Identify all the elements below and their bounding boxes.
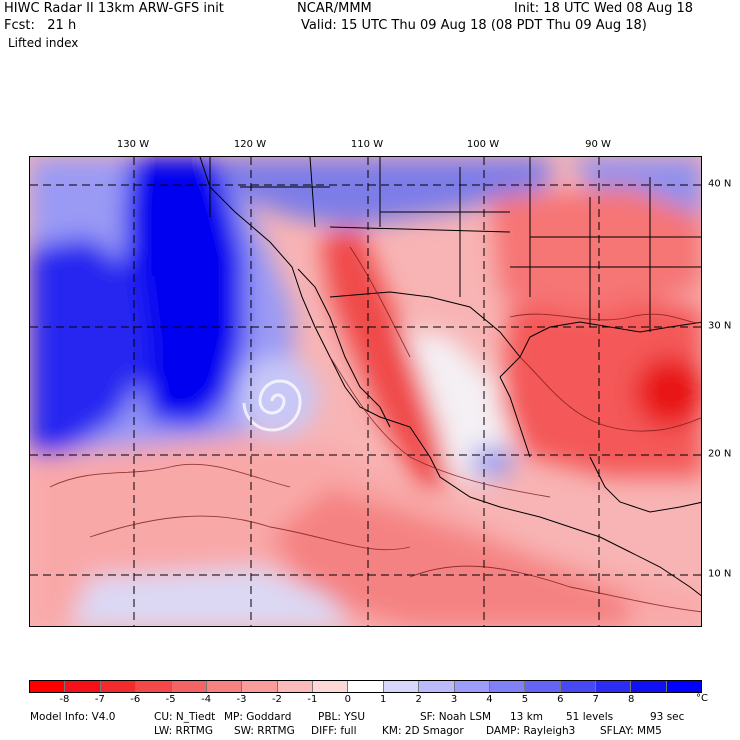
graticule <box>30 157 701 626</box>
colorbar-tick-label: -6 <box>130 694 141 705</box>
lon-label-110w: 110 W <box>350 139 384 150</box>
colorbar-cell <box>631 681 667 692</box>
lon-label-100w: 100 W <box>466 139 500 150</box>
footer-lw: LW: RRTMG <box>154 725 213 737</box>
footer-sflay: SFLAY: MM5 <box>600 725 662 737</box>
contours <box>49 246 701 613</box>
colorbar-cell <box>277 681 313 692</box>
colorbar-unit: °C <box>696 693 708 704</box>
colorbar-tick-label: -5 <box>165 694 176 705</box>
colorbar-cell <box>171 681 207 692</box>
lat-label-20n: 20 N <box>708 448 732 460</box>
footer-resolution: 13 km <box>510 711 544 723</box>
colorbar-cell <box>596 681 632 692</box>
colorbar-cell <box>206 681 243 692</box>
field-blobs <box>30 157 701 626</box>
footer-damp: DAMP: Rayleigh3 <box>486 725 576 737</box>
colorbar-cell <box>383 681 420 692</box>
colorbar-tick-label: -2 <box>271 694 282 705</box>
colorbar-tick-label: 8 <box>627 694 635 705</box>
lon-label-120w: 120 W <box>233 139 267 150</box>
colorbar <box>29 680 702 693</box>
colorbar-tick-label: -3 <box>236 694 247 705</box>
valid-time: Valid: 15 UTC Thu 09 Aug 18 (08 PDT Thu … <box>301 18 647 33</box>
colorbar-cell <box>242 681 278 692</box>
footer-pbl: PBL: YSU <box>318 711 366 723</box>
colorbar-cell <box>100 681 137 692</box>
colorbar-tick-label: 7 <box>592 694 599 705</box>
lifted-index-map <box>29 156 702 627</box>
footer-diff: DIFF: full <box>311 725 357 737</box>
lat-label-10n: 10 N <box>708 568 732 580</box>
cyclone-swirl <box>242 379 302 432</box>
colorbar-cell <box>454 681 490 692</box>
colorbar-cell <box>136 681 172 692</box>
footer-sf: SF: Noah LSM <box>420 711 492 723</box>
footer-timestep: 93 sec <box>650 711 685 723</box>
colorbar-tick-label: 4 <box>486 694 493 705</box>
colorbar-tick-label: -1 <box>307 694 318 705</box>
colorbar-tick-label: -8 <box>59 694 70 705</box>
footer-mp: MP: Goddard <box>224 711 292 723</box>
colorbar-cell <box>489 681 526 692</box>
lon-label-90w: 90 W <box>585 139 611 150</box>
colorbar-tick-label: 1 <box>380 694 387 705</box>
colorbar-cell <box>560 681 596 692</box>
footer-km: KM: 2D Smagor <box>382 725 464 737</box>
colorbar-tick-label: 5 <box>521 694 529 705</box>
colorbar-cell <box>419 681 455 692</box>
lon-label-130w: 130 W <box>116 139 150 150</box>
forecast-hour: Fcst: 21 h <box>4 18 77 33</box>
colorbar-tick-label: 2 <box>415 694 422 705</box>
colorbar-cell <box>313 681 349 692</box>
map-canvas <box>30 157 701 626</box>
colorbar-tick-label: -7 <box>94 694 105 705</box>
colorbar-tick-label: 3 <box>450 694 458 705</box>
lat-label-30n: 30 N <box>708 320 732 332</box>
lat-label-40n: 40 N <box>708 178 732 190</box>
footer-sw: SW: RRTMG <box>234 725 295 737</box>
colorbar-tick-label: 6 <box>557 694 564 705</box>
institution-label: NCAR/MMM <box>297 1 372 16</box>
colorbar-cell <box>348 681 384 692</box>
colorbar-tick-label: 0 <box>344 694 351 705</box>
colorbar-cell <box>30 681 66 692</box>
model-title: HIWC Radar II 13km ARW-GFS init <box>4 1 224 16</box>
footer-model-info: Model Info: V4.0 <box>30 711 116 723</box>
init-time: Init: 18 UTC Wed 08 Aug 18 <box>514 1 694 16</box>
footer-cu: CU: N_Tiedt <box>154 711 216 723</box>
colorbar-cell <box>65 681 101 692</box>
field-name: Lifted index <box>8 36 79 50</box>
colorbar-cell <box>666 681 702 692</box>
colorbar-tick-label: -4 <box>201 694 212 705</box>
footer-levels: 51 levels <box>566 711 614 723</box>
coastlines <box>199 157 701 597</box>
colorbar-cell <box>525 681 561 692</box>
